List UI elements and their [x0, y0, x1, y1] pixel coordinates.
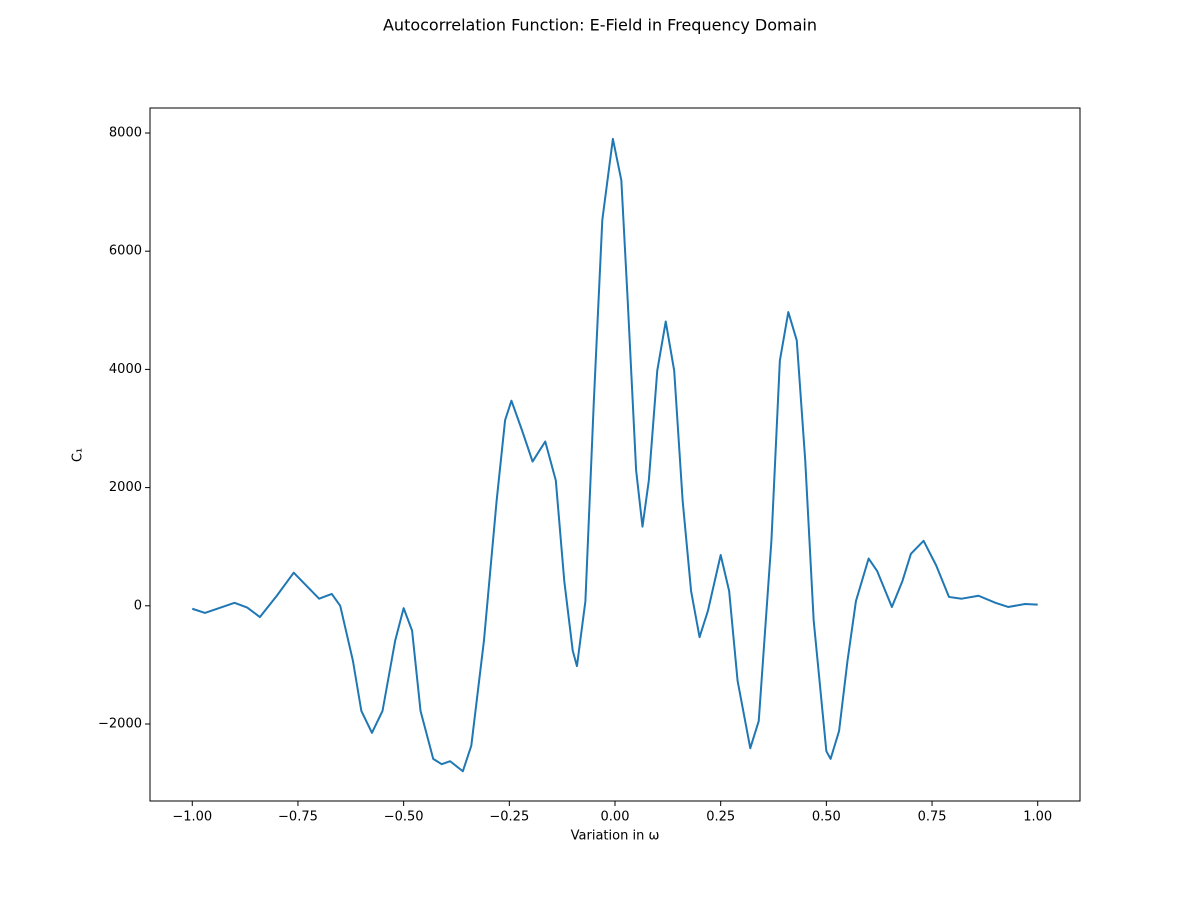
y-tick-label: 0 [134, 598, 142, 613]
y-tick-label: −2000 [98, 716, 142, 731]
y-tick-label: 6000 [109, 244, 142, 259]
x-tick-label: −0.50 [384, 810, 424, 825]
x-axis-label: Variation in ω [571, 829, 660, 844]
x-tick-label: 0.75 [918, 810, 947, 825]
x-tick-label: −1.00 [172, 810, 212, 825]
data-line [191, 137, 1038, 773]
x-tick-label: −0.75 [278, 810, 318, 825]
x-tick-label: −0.25 [489, 810, 529, 825]
x-tick-label: 1.00 [1023, 810, 1052, 825]
chart-title: Autocorrelation Function: E-Field in Fre… [383, 16, 817, 35]
y-axis-label: C₁ [71, 448, 86, 462]
y-tick-label: 2000 [109, 480, 142, 495]
x-tick-label: 0.25 [706, 810, 735, 825]
x-tick-label: 0.00 [601, 810, 630, 825]
axes-frame [149, 107, 1081, 802]
y-tick-label: 4000 [109, 362, 142, 377]
y-tick-label: 8000 [109, 125, 142, 140]
x-tick-label: 0.50 [812, 810, 841, 825]
